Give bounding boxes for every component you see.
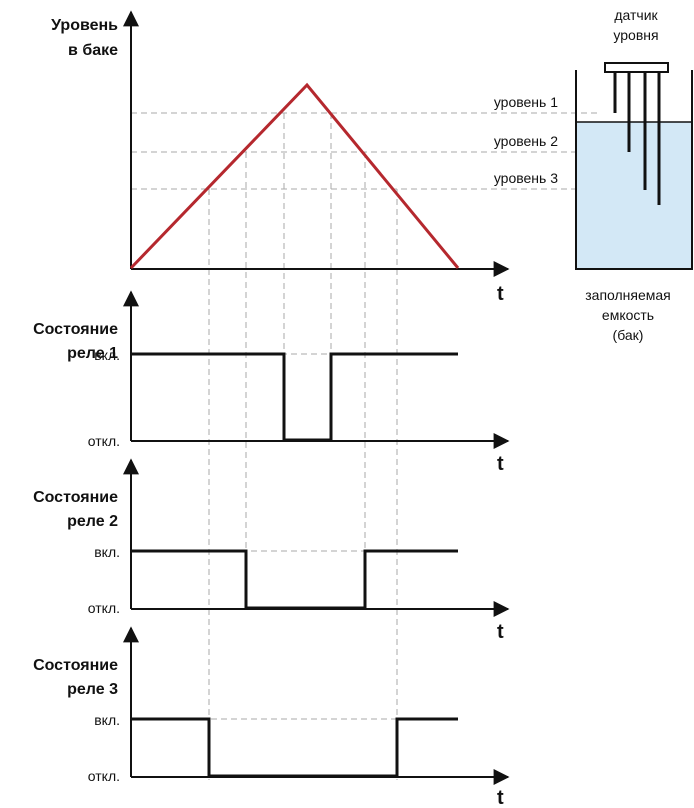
title: Состояние	[33, 321, 118, 338]
state-label: вкл.	[94, 347, 120, 363]
sensor-label: уровня	[613, 27, 658, 43]
title: Уровень	[51, 17, 118, 34]
axis-label: t	[497, 283, 504, 305]
relay-chart: Состояние реле 1 вкл. откл. t	[33, 292, 508, 475]
tank-label: емкость	[602, 307, 654, 323]
relay-chart: Состояние реле 3 вкл. откл. t	[33, 628, 508, 808]
relay-chart: Состояние реле 2 вкл. откл. t	[33, 460, 508, 643]
tank: датчик уровня заполняемая емкость (бак)	[576, 7, 692, 343]
state-label: откл.	[88, 600, 120, 616]
tank-label: заполняемая	[585, 287, 671, 303]
diagram: Уровень в баке t уровень 1 уровень 2 уро…	[0, 0, 694, 808]
guides	[209, 113, 397, 780]
title: Состояние	[33, 489, 118, 506]
title: Состояние	[33, 657, 118, 674]
tank-label: (бак)	[613, 327, 644, 343]
title: в баке	[68, 42, 118, 59]
state-label: вкл.	[94, 544, 120, 560]
axis-label: t	[497, 787, 504, 808]
state-label: вкл.	[94, 712, 120, 728]
level-label: уровень 2	[494, 133, 558, 149]
level-label: уровень 1	[494, 94, 558, 110]
state-label: откл.	[88, 768, 120, 784]
axis-label: t	[497, 621, 504, 643]
sensor-label: датчик	[614, 7, 658, 23]
state-label: откл.	[88, 433, 120, 449]
title: реле 3	[67, 681, 118, 698]
axis-label: t	[497, 453, 504, 475]
title: реле 2	[67, 513, 118, 530]
level-chart: Уровень в баке t уровень 1 уровень 2 уро…	[51, 12, 600, 305]
level-label: уровень 3	[494, 170, 558, 186]
